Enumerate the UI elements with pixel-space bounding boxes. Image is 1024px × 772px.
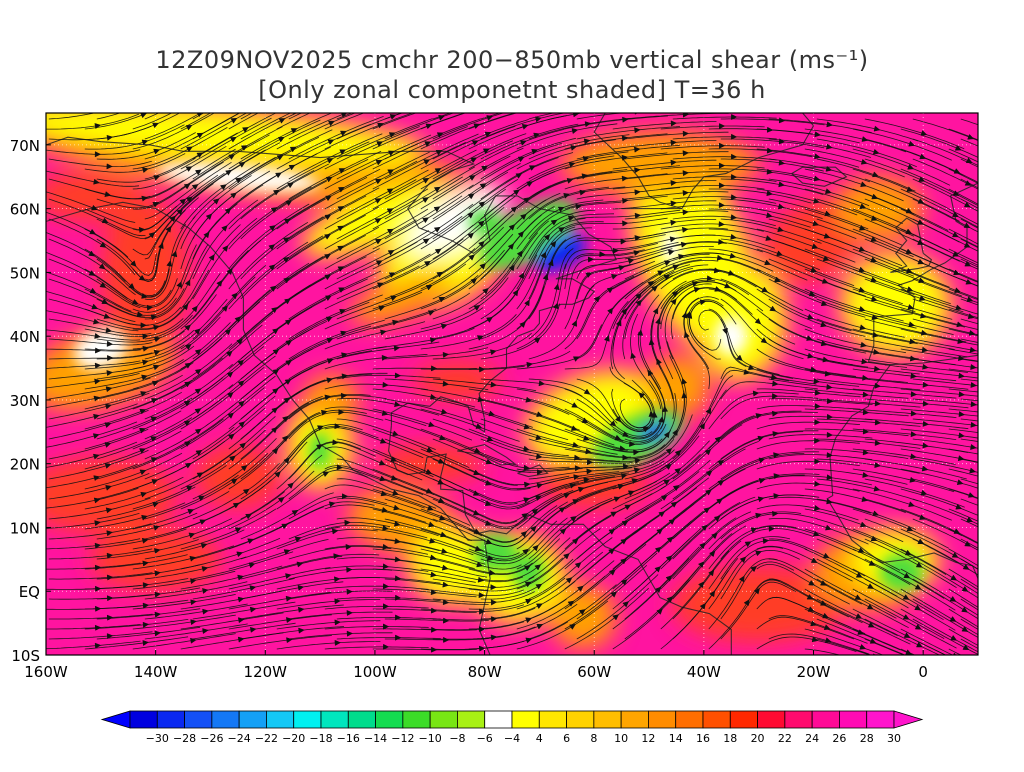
colorbar-label: −12	[391, 732, 414, 745]
colorbar-label: −14	[364, 732, 387, 745]
colorbar-label: −20	[282, 732, 305, 745]
colorbar-label: 4	[536, 732, 543, 745]
colorbar-swatch	[211, 710, 240, 729]
colorbar-label: −16	[337, 732, 360, 745]
colorbar-swatch	[757, 710, 786, 729]
lat-label: 30N	[10, 392, 40, 410]
colorbar-label: 26	[832, 732, 846, 745]
lon-label: 0	[918, 663, 928, 681]
colorbar-label: 10	[614, 732, 628, 745]
lon-label: 160W	[24, 663, 68, 681]
lon-label: 100W	[353, 663, 397, 681]
lat-label: 70N	[10, 137, 40, 155]
lat-label: EQ	[19, 583, 40, 601]
colorbar-labels: −30 −28 −26 −24 −22 −20 −18 −16 −14 −12 −10 −8 −6 −4 4…	[146, 732, 901, 745]
colorbar-min-arrow	[100, 710, 131, 729]
map-title: 12Z09NOV2025 cmchr 200−850mb vertical sh…	[155, 46, 869, 74]
colorbar-swatch	[811, 710, 840, 729]
map-subtitle: [Only zonal componetnt shaded] T=36 h	[258, 76, 766, 104]
lat-label: 10N	[10, 519, 40, 537]
colorbar-swatch	[375, 710, 404, 729]
colorbar-label: −18	[309, 732, 332, 745]
colorbar-label: −22	[255, 732, 278, 745]
colorbar-swatch	[320, 710, 349, 729]
shear-field-plot	[46, 113, 978, 655]
colorbar-swatch	[156, 710, 185, 729]
colorbar-label: −4	[504, 732, 520, 745]
colorbar-swatch	[839, 710, 868, 729]
colorbar-swatch	[402, 710, 431, 729]
colorbar-swatch	[238, 710, 267, 729]
colorbar-swatch	[784, 710, 813, 729]
colorbar-swatch	[484, 710, 513, 729]
colorbar-swatch	[702, 710, 731, 729]
colorbar-label: 8	[590, 732, 597, 745]
colorbar-label: 28	[860, 732, 874, 745]
colorbar-swatch	[620, 710, 649, 729]
colorbar-label: −8	[449, 732, 465, 745]
colorbar-swatch	[593, 710, 622, 729]
colorbar-label: 22	[778, 732, 792, 745]
colorbar-label: 18	[723, 732, 737, 745]
colorbar-swatch	[347, 710, 376, 729]
colorbar-label: −10	[419, 732, 442, 745]
colorbar-swatch	[675, 710, 704, 729]
colorbar-label: 12	[641, 732, 655, 745]
colorbar-label: −26	[200, 732, 223, 745]
colorbar-swatch	[566, 710, 595, 729]
streamlines	[46, 113, 978, 655]
shear-shading	[46, 113, 951, 649]
colorbar-swatch	[511, 710, 540, 729]
colorbar-swatch	[129, 710, 158, 729]
colorbar-label: 30	[887, 732, 901, 745]
colorbar-swatch	[648, 710, 677, 729]
colorbar-swatch	[429, 710, 458, 729]
colorbar-label: −6	[477, 732, 493, 745]
colorbar-label: 14	[669, 732, 683, 745]
lat-label: 10S	[11, 647, 40, 665]
lon-label: 140W	[134, 663, 178, 681]
colorbar-swatch	[866, 710, 895, 729]
colorbar-swatch	[266, 710, 295, 729]
colorbar-label: −28	[173, 732, 196, 745]
colorbar-label: 20	[751, 732, 765, 745]
colorbar-swatch	[457, 710, 486, 729]
longitude-labels: 160W 140W 120W 100W 80W 60W 40W 20W 0	[24, 650, 928, 681]
plot-frame	[45, 112, 979, 656]
lon-label: 60W	[577, 663, 611, 681]
colorbar-max-arrow	[893, 710, 924, 729]
lat-label: 40N	[10, 328, 40, 346]
colorbar-label: −30	[146, 732, 169, 745]
lon-label: 20W	[797, 663, 831, 681]
lat-lon-gridlines	[46, 113, 978, 655]
latitude-labels: 70N 60N 50N 40N 30N 20N 10N EQ 10S	[10, 137, 51, 665]
colorbar-swatch	[293, 710, 322, 729]
lon-label: 120W	[244, 663, 288, 681]
colorbar-swatch	[729, 710, 758, 729]
colorbar-label: 6	[563, 732, 570, 745]
lat-label: 50N	[10, 264, 40, 282]
lon-label: 40W	[687, 663, 721, 681]
colorbar-swatch	[184, 710, 213, 729]
colorbar-label: −24	[228, 732, 251, 745]
colorbar-label: 16	[696, 732, 710, 745]
lon-label: 80W	[468, 663, 502, 681]
colorbar	[100, 710, 924, 729]
colorbar-label: 24	[805, 732, 819, 745]
lat-label: 60N	[10, 201, 40, 219]
lat-label: 20N	[10, 456, 40, 474]
colorbar-swatch	[538, 710, 567, 729]
